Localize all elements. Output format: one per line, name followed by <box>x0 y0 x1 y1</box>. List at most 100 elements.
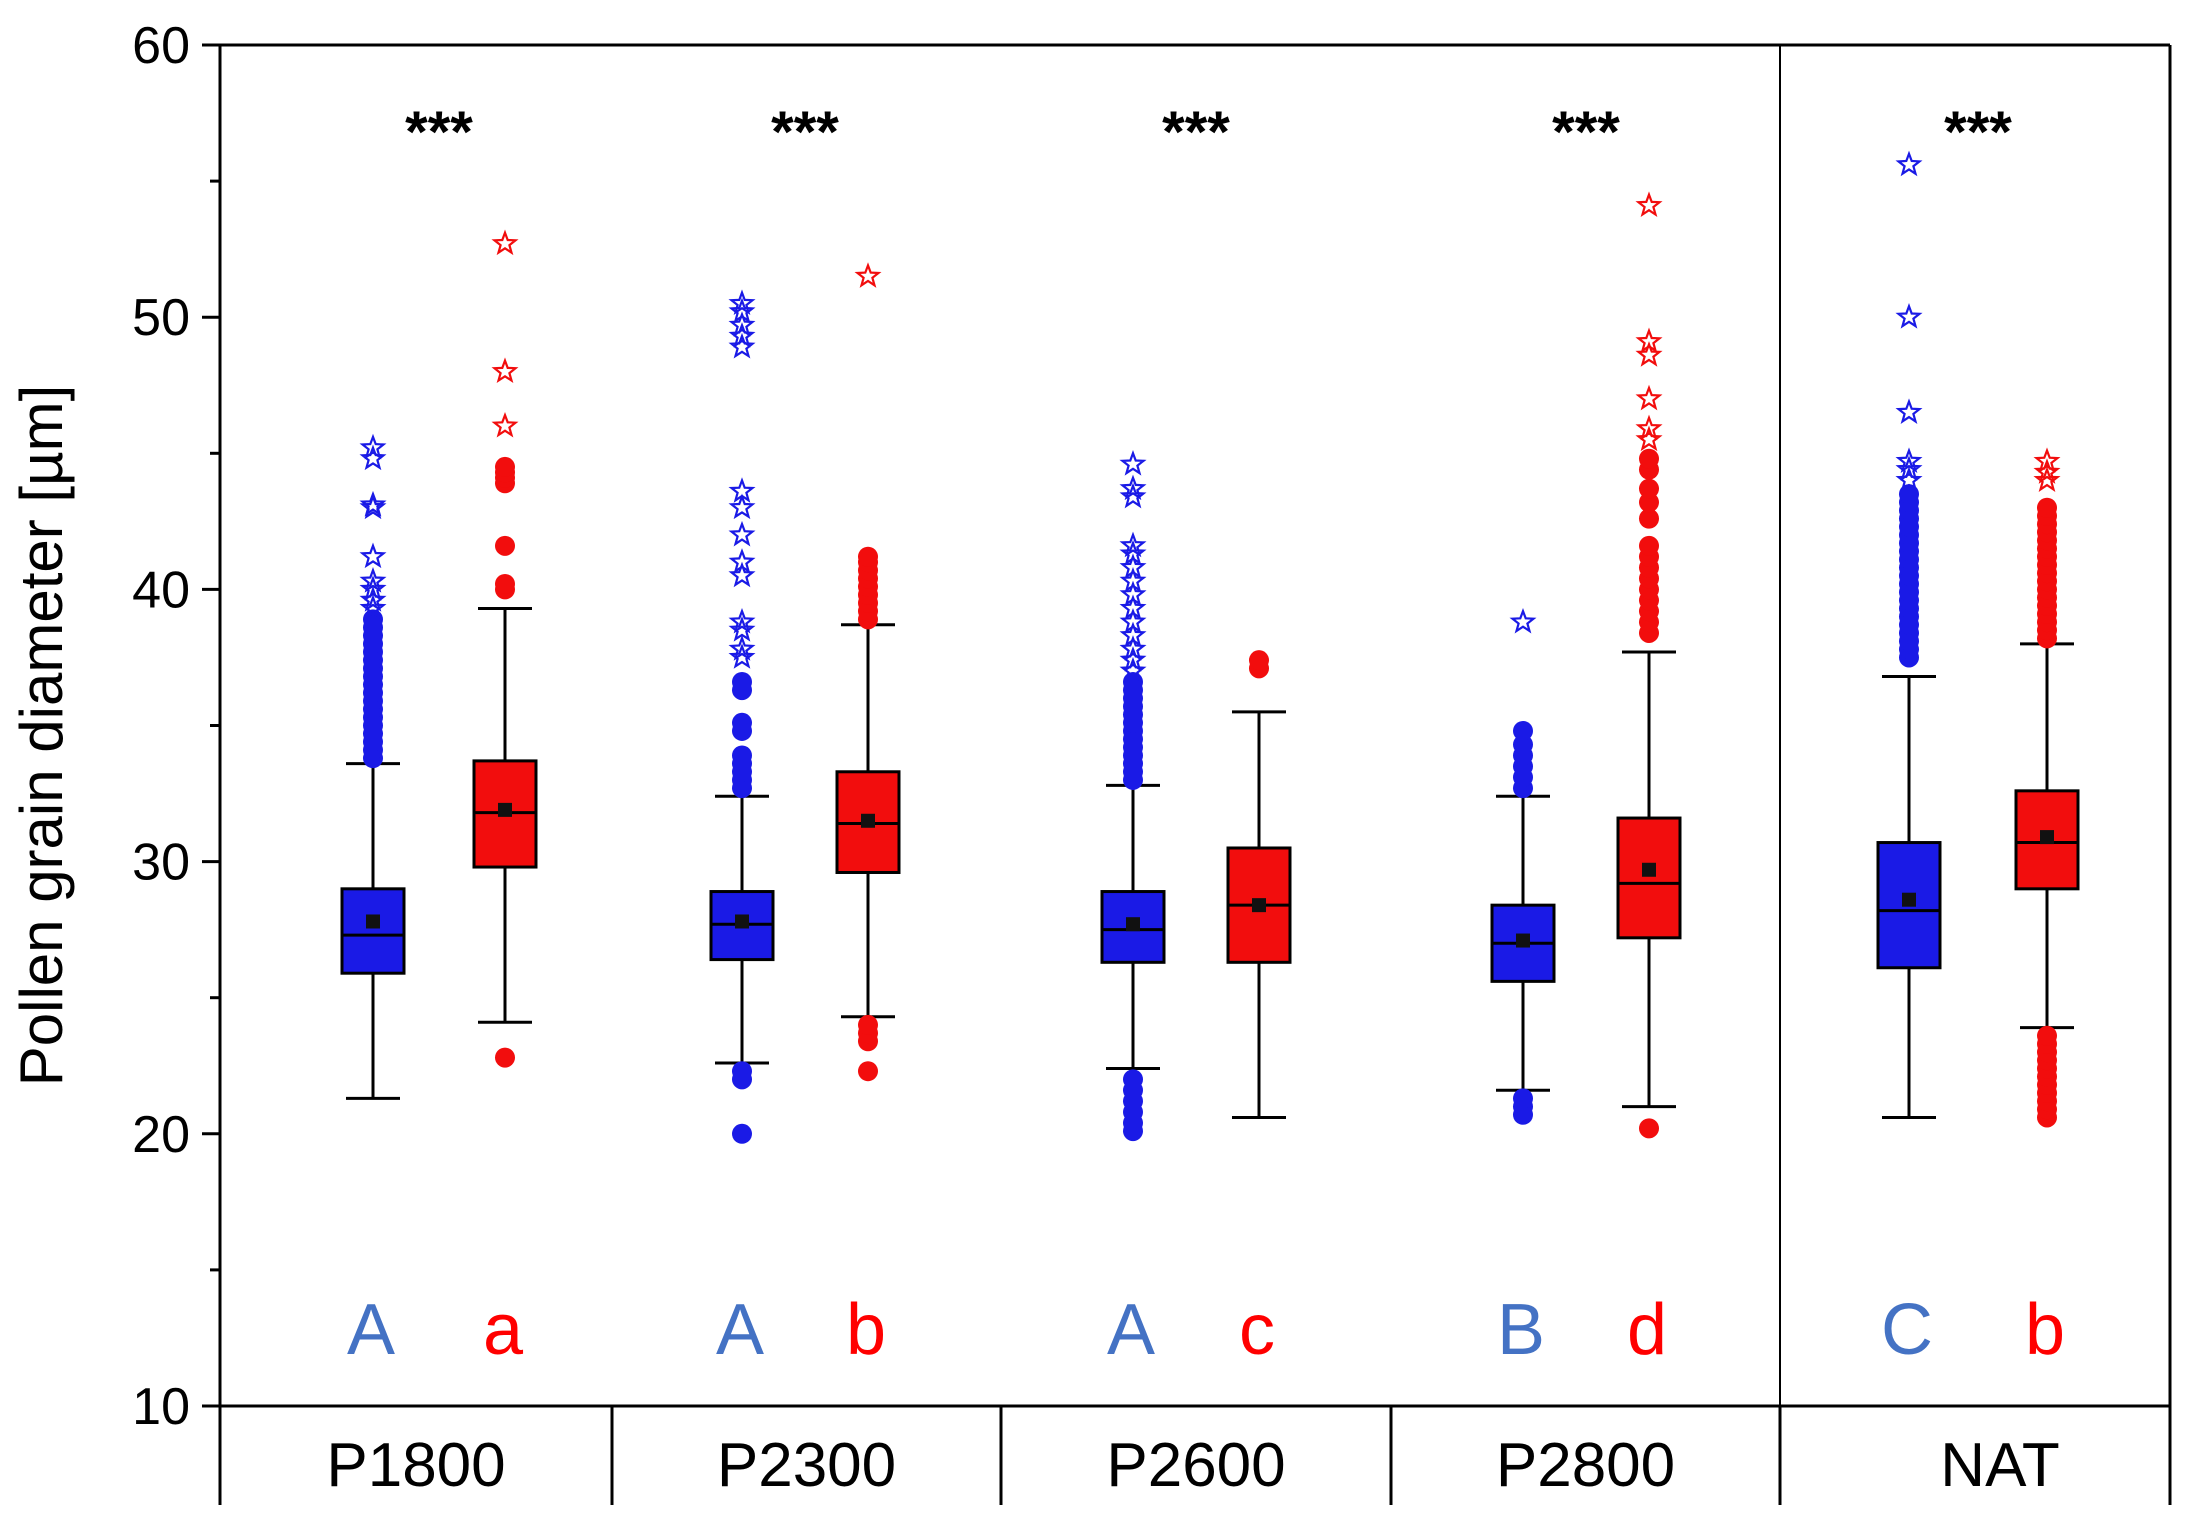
group-letter-red-p2600: c <box>1239 1290 1275 1370</box>
extreme-point <box>1895 466 1923 492</box>
outlier-point <box>495 573 515 594</box>
significance-label: *** <box>1162 100 1230 165</box>
y-tick-label: 30 <box>132 834 190 892</box>
extreme-point <box>2033 458 2061 484</box>
box-red-p2300 <box>835 262 901 1082</box>
y-tick-label: 50 <box>132 289 190 347</box>
extreme-point <box>854 262 882 288</box>
mean-marker <box>1642 862 1656 877</box>
outlier-point <box>732 1061 752 1082</box>
group-letter-blue-p2300: A <box>716 1290 764 1370</box>
group-letter-red-p2300: b <box>846 1290 886 1370</box>
box-blue-p2600 <box>1100 450 1166 1142</box>
extreme-point <box>1119 531 1147 558</box>
mean-marker <box>861 813 875 828</box>
group-letter-blue-p2600: A <box>1107 1290 1155 1370</box>
group-label-p1800: P1800 <box>326 1431 505 1500</box>
extreme-point <box>359 575 387 601</box>
outlier-point <box>858 1014 878 1035</box>
extreme-point <box>1119 539 1147 566</box>
y-axis-label: Pollen grain diameter [µm] <box>8 385 75 1087</box>
outlier-point <box>1513 1088 1533 1109</box>
extreme-point <box>728 297 756 324</box>
outlier-point <box>2037 497 2057 518</box>
significance-label: *** <box>1944 100 2012 165</box>
y-tick-label: 60 <box>132 17 190 75</box>
extreme-point <box>1119 646 1147 672</box>
extreme-point <box>728 607 756 634</box>
y-tick-label: 20 <box>132 1106 190 1164</box>
box-blue-p2800 <box>1490 607 1556 1125</box>
extreme-point <box>359 542 387 569</box>
extreme-point <box>1509 607 1537 634</box>
outlier-point <box>1123 1069 1143 1090</box>
group-letter-blue-p1800: A <box>347 1290 395 1370</box>
mean-marker <box>366 914 380 929</box>
extreme-point <box>1895 455 1923 482</box>
outlier-point <box>732 671 752 692</box>
mean-marker <box>1902 892 1916 907</box>
outlier-point <box>1513 720 1533 741</box>
box-red-p2600 <box>1226 650 1292 1119</box>
outlier-point <box>495 1047 515 1068</box>
outlier-point <box>732 1123 752 1144</box>
y-tick-label: 10 <box>132 1378 190 1436</box>
outlier-point <box>495 535 515 556</box>
extreme-point <box>1635 425 1663 452</box>
significance-label: *** <box>1552 100 1620 165</box>
extreme-point <box>2033 466 2061 492</box>
extreme-point <box>1895 150 1923 177</box>
mean-marker <box>1516 933 1530 948</box>
extreme-point <box>728 643 756 669</box>
extreme-point <box>359 567 387 593</box>
group-letter-red-p2800: d <box>1627 1290 1667 1370</box>
box-red-nat <box>2014 447 2080 1128</box>
extreme-point <box>728 289 756 316</box>
box-blue-p2300 <box>709 289 775 1144</box>
significance-label: *** <box>405 100 473 165</box>
box-red-p2800 <box>1616 191 1682 1139</box>
extreme-point <box>1119 450 1147 476</box>
extreme-point <box>1119 474 1147 501</box>
extreme-point <box>2033 447 2061 473</box>
group-letter-blue-p2800: B <box>1497 1290 1545 1370</box>
outlier-point <box>1249 650 1269 671</box>
box-blue-p1800 <box>340 433 406 1100</box>
extreme-point <box>728 635 756 661</box>
outlier-point <box>1639 535 1659 556</box>
mean-marker <box>498 802 512 817</box>
extreme-point <box>1895 303 1923 329</box>
mean-marker <box>2040 830 2054 845</box>
iqr-box <box>1616 816 1682 940</box>
significance-label: *** <box>771 100 839 165</box>
mean-marker <box>1126 917 1140 932</box>
extreme-point <box>1635 384 1663 411</box>
extreme-point <box>728 520 756 547</box>
mean-marker <box>1252 898 1266 913</box>
box-blue-nat <box>1876 150 1942 1119</box>
plot-marks <box>340 150 2080 1144</box>
iqr-box <box>1100 890 1166 964</box>
outlier-point <box>1639 508 1659 529</box>
extreme-point <box>1895 398 1923 424</box>
extreme-point <box>1119 482 1147 509</box>
extreme-point <box>728 548 756 574</box>
outlier-point <box>495 456 515 477</box>
group-label-p2800: P2800 <box>1496 1431 1675 1500</box>
group-label-p2300: P2300 <box>717 1431 896 1500</box>
extreme-point <box>1635 327 1663 354</box>
extreme-point <box>728 322 756 348</box>
extreme-point <box>728 616 756 642</box>
extreme-point <box>1635 414 1663 441</box>
outlier-point <box>732 745 752 766</box>
extreme-point <box>1119 656 1147 683</box>
outlier-point <box>858 1061 878 1082</box>
extreme-point <box>359 594 387 620</box>
extreme-point <box>728 332 756 359</box>
extreme-point <box>359 444 387 471</box>
outlier-point <box>1639 478 1659 499</box>
group-letter-red-p1800: a <box>483 1290 524 1370</box>
extreme-point <box>359 433 387 460</box>
group-label-nat: NAT <box>1940 1431 2059 1500</box>
